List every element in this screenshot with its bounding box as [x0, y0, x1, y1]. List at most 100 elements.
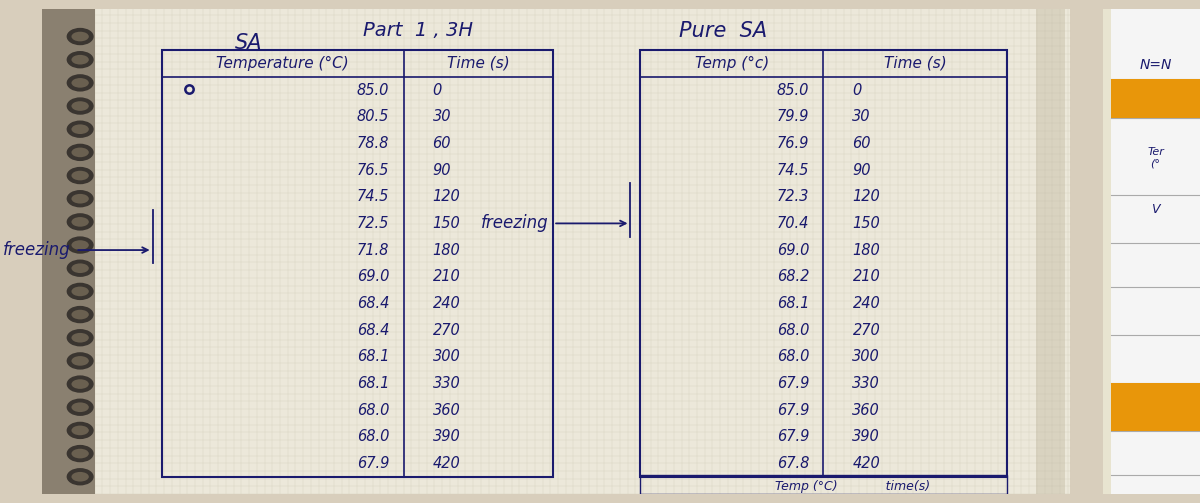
Ellipse shape: [72, 379, 89, 389]
Text: 67.9: 67.9: [776, 376, 809, 391]
Text: SA: SA: [235, 33, 262, 53]
Ellipse shape: [67, 213, 94, 230]
Text: 85.0: 85.0: [776, 82, 809, 98]
Ellipse shape: [67, 445, 94, 462]
Text: 300: 300: [852, 349, 881, 364]
Text: 68.4: 68.4: [356, 322, 389, 338]
Text: 240: 240: [852, 296, 881, 311]
Text: 60: 60: [432, 136, 451, 151]
Bar: [1111, 9, 1200, 494]
Text: 150: 150: [432, 216, 461, 231]
Bar: [640, 475, 1007, 494]
Ellipse shape: [72, 264, 89, 273]
Text: 68.2: 68.2: [776, 269, 809, 284]
Bar: [162, 50, 553, 477]
Text: 420: 420: [852, 456, 881, 471]
Bar: [1111, 79, 1200, 118]
Ellipse shape: [67, 144, 94, 161]
Text: 85.0: 85.0: [356, 82, 389, 98]
Ellipse shape: [72, 402, 89, 412]
Text: 90: 90: [432, 162, 451, 178]
Text: 70.4: 70.4: [776, 216, 809, 231]
Text: 67.9: 67.9: [356, 456, 389, 471]
Ellipse shape: [72, 171, 89, 181]
Text: Temp (°C)            time(s): Temp (°C) time(s): [775, 480, 930, 493]
Text: 80.5: 80.5: [356, 109, 389, 124]
Ellipse shape: [72, 472, 89, 481]
Ellipse shape: [67, 422, 94, 439]
Text: 68.0: 68.0: [776, 349, 809, 364]
Bar: [95, 9, 1069, 494]
Text: 79.9: 79.9: [776, 109, 809, 124]
Ellipse shape: [72, 449, 89, 458]
Ellipse shape: [67, 121, 94, 138]
Ellipse shape: [67, 51, 94, 68]
Ellipse shape: [67, 236, 94, 254]
Text: 72.3: 72.3: [776, 189, 809, 204]
Text: 76.5: 76.5: [356, 162, 389, 178]
Text: 300: 300: [432, 349, 461, 364]
Ellipse shape: [72, 78, 89, 88]
Ellipse shape: [72, 426, 89, 435]
Text: 68.1: 68.1: [356, 349, 389, 364]
Text: 240: 240: [432, 296, 461, 311]
Text: 68.4: 68.4: [356, 296, 389, 311]
Text: 360: 360: [432, 402, 461, 417]
Ellipse shape: [67, 98, 94, 115]
Ellipse shape: [67, 74, 94, 92]
Bar: [42, 9, 95, 494]
Text: 180: 180: [852, 242, 881, 258]
Ellipse shape: [72, 194, 89, 204]
Ellipse shape: [72, 147, 89, 157]
Ellipse shape: [72, 124, 89, 134]
Text: 360: 360: [852, 402, 881, 417]
Text: 69.0: 69.0: [776, 242, 809, 258]
Text: 72.5: 72.5: [356, 216, 389, 231]
Text: 76.9: 76.9: [776, 136, 809, 151]
Text: Ter
(°: Ter (°: [1147, 147, 1164, 169]
Ellipse shape: [72, 287, 89, 296]
Ellipse shape: [72, 240, 89, 250]
Ellipse shape: [72, 333, 89, 343]
Text: 67.9: 67.9: [776, 402, 809, 417]
Ellipse shape: [67, 375, 94, 393]
Ellipse shape: [67, 398, 94, 416]
Ellipse shape: [72, 101, 89, 111]
Ellipse shape: [67, 306, 94, 323]
Text: 78.8: 78.8: [356, 136, 389, 151]
Text: 90: 90: [852, 162, 871, 178]
Text: V: V: [1151, 203, 1160, 216]
Ellipse shape: [72, 55, 89, 64]
Text: 68.0: 68.0: [356, 429, 389, 444]
Text: freezing: freezing: [481, 214, 548, 232]
Ellipse shape: [67, 190, 94, 207]
Text: 120: 120: [432, 189, 461, 204]
Text: Part  1 , 3H: Part 1 , 3H: [364, 21, 473, 40]
Text: 0: 0: [432, 82, 442, 98]
Text: 68.1: 68.1: [356, 376, 389, 391]
Text: 60: 60: [852, 136, 871, 151]
Ellipse shape: [67, 28, 94, 45]
Text: 270: 270: [432, 322, 461, 338]
Bar: [1111, 383, 1200, 432]
Ellipse shape: [67, 167, 94, 184]
Text: 74.5: 74.5: [356, 189, 389, 204]
Text: 71.8: 71.8: [356, 242, 389, 258]
Text: Time (s): Time (s): [446, 56, 510, 71]
Text: 120: 120: [852, 189, 881, 204]
Ellipse shape: [72, 32, 89, 41]
Ellipse shape: [67, 329, 94, 347]
Ellipse shape: [72, 217, 89, 227]
Text: 0: 0: [852, 82, 862, 98]
Text: N=N: N=N: [1140, 57, 1171, 71]
Bar: [1036, 9, 1064, 494]
Text: Time (s): Time (s): [884, 56, 947, 71]
Text: 210: 210: [432, 269, 461, 284]
Text: 30: 30: [432, 109, 451, 124]
Text: 68.1: 68.1: [776, 296, 809, 311]
Text: 68.0: 68.0: [776, 322, 809, 338]
Text: 68.0: 68.0: [356, 402, 389, 417]
Text: freezing: freezing: [2, 241, 71, 259]
Ellipse shape: [67, 260, 94, 277]
Text: 390: 390: [852, 429, 881, 444]
